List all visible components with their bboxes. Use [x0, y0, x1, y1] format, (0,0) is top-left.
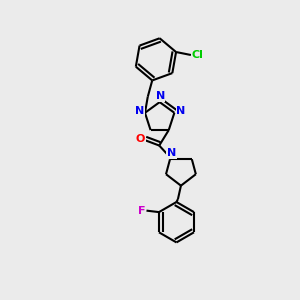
Text: F: F	[138, 206, 146, 216]
Text: O: O	[136, 134, 145, 144]
Text: Cl: Cl	[191, 50, 203, 60]
Text: N: N	[167, 148, 176, 158]
Text: N: N	[156, 91, 165, 101]
Text: N: N	[135, 106, 144, 116]
Text: N: N	[176, 106, 185, 116]
